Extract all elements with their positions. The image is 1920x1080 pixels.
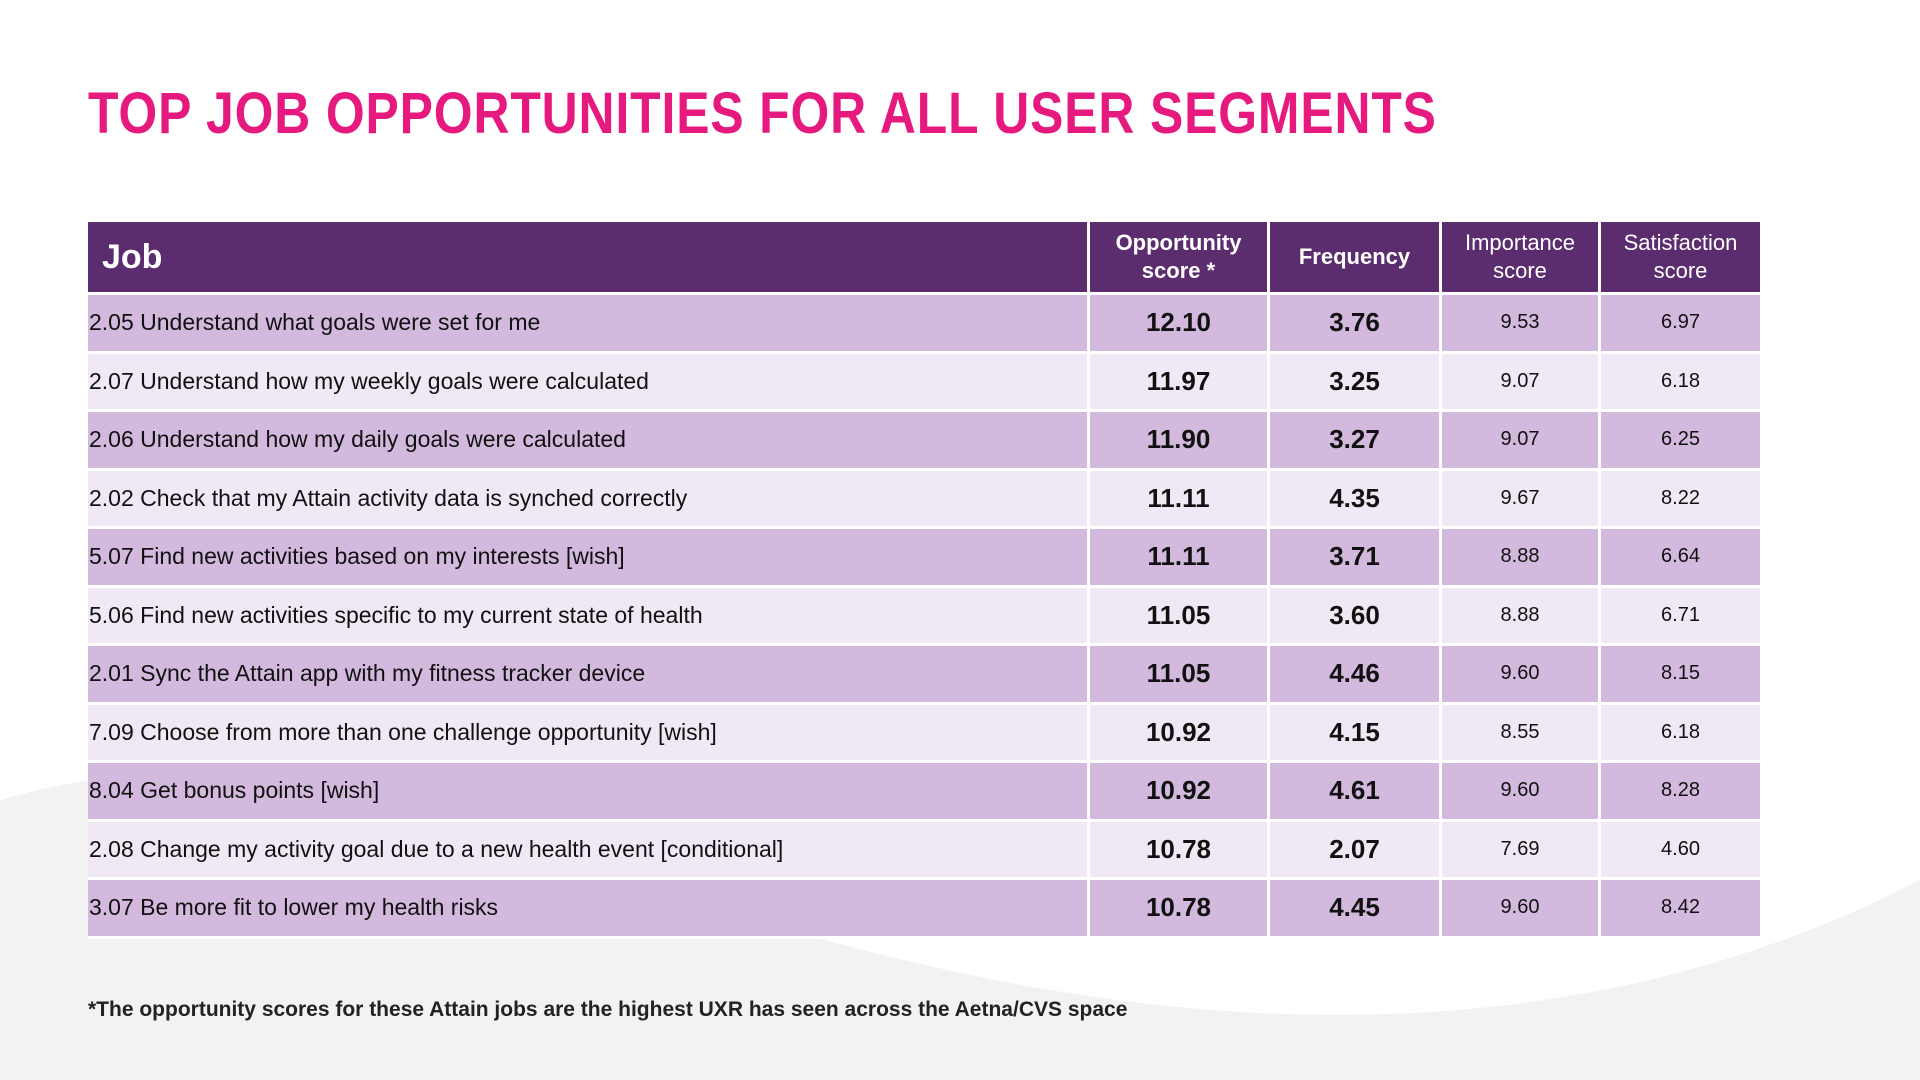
- importance-score-cell: 9.60: [1442, 646, 1601, 705]
- job-cell: 2.06 Understand how my daily goals were …: [88, 412, 1090, 471]
- table-row: 5.06 Find new activities specific to my …: [88, 587, 1760, 646]
- satisfaction-score-cell: 8.28: [1601, 763, 1760, 822]
- satisfaction-score-cell: 8.42: [1601, 880, 1760, 939]
- opportunity-score-cell: 12.10: [1090, 295, 1270, 354]
- opportunity-score-cell: 11.05: [1090, 646, 1270, 705]
- frequency-cell: 3.25: [1270, 353, 1442, 412]
- opportunity-score-cell: 10.92: [1090, 704, 1270, 763]
- satisfaction-score-cell: 6.71: [1601, 587, 1760, 646]
- table-row: 2.06 Understand how my daily goals were …: [88, 412, 1760, 471]
- frequency-cell: 3.76: [1270, 295, 1442, 354]
- satisfaction-score-cell: 8.22: [1601, 470, 1760, 529]
- job-opportunity-table: Job Opportunity score * Frequency Importa…: [88, 222, 1760, 939]
- opportunity-score-cell: 10.92: [1090, 763, 1270, 822]
- table-row: 2.01 Sync the Attain app with my fitness…: [88, 646, 1760, 705]
- job-cell: 2.05 Understand what goals were set for …: [88, 295, 1090, 354]
- footnote: *The opportunity scores for these Attain…: [88, 998, 1128, 1021]
- header-opportunity-score: Opportunity score *: [1090, 222, 1270, 295]
- frequency-cell: 3.71: [1270, 529, 1442, 588]
- satisfaction-score-cell: 6.18: [1601, 704, 1760, 763]
- frequency-cell: 4.45: [1270, 880, 1442, 939]
- table-row: 2.05 Understand what goals were set for …: [88, 295, 1760, 354]
- importance-score-cell: 9.07: [1442, 353, 1601, 412]
- opportunity-score-cell: 11.05: [1090, 587, 1270, 646]
- frequency-cell: 4.61: [1270, 763, 1442, 822]
- importance-score-cell: 8.88: [1442, 587, 1601, 646]
- job-cell: 3.07 Be more fit to lower my health risk…: [88, 880, 1090, 939]
- importance-score-cell: 9.07: [1442, 412, 1601, 471]
- frequency-cell: 4.46: [1270, 646, 1442, 705]
- header-satisfaction-score: Satisfaction score: [1601, 222, 1760, 295]
- table-row: 3.07 Be more fit to lower my health risk…: [88, 880, 1760, 939]
- satisfaction-score-cell: 6.18: [1601, 353, 1760, 412]
- job-cell: 2.07 Understand how my weekly goals were…: [88, 353, 1090, 412]
- satisfaction-score-cell: 8.15: [1601, 646, 1760, 705]
- slide-title: TOP JOB OPPORTUNITIES FOR ALL USER SEGME…: [88, 81, 1437, 146]
- opportunity-score-cell: 11.90: [1090, 412, 1270, 471]
- satisfaction-score-cell: 6.25: [1601, 412, 1760, 471]
- job-cell: 7.09 Choose from more than one challenge…: [88, 704, 1090, 763]
- job-cell: 2.02 Check that my Attain activity data …: [88, 470, 1090, 529]
- job-cell: 2.01 Sync the Attain app with my fitness…: [88, 646, 1090, 705]
- satisfaction-score-cell: 6.64: [1601, 529, 1760, 588]
- importance-score-cell: 8.88: [1442, 529, 1601, 588]
- job-cell: 8.04 Get bonus points [wish]: [88, 763, 1090, 822]
- frequency-cell: 3.27: [1270, 412, 1442, 471]
- job-cell: 5.07 Find new activities based on my int…: [88, 529, 1090, 588]
- table-row: 5.07 Find new activities based on my int…: [88, 529, 1760, 588]
- table-row: 2.08 Change my activity goal due to a ne…: [88, 821, 1760, 880]
- frequency-cell: 4.15: [1270, 704, 1442, 763]
- satisfaction-score-cell: 6.97: [1601, 295, 1760, 354]
- importance-score-cell: 7.69: [1442, 821, 1601, 880]
- frequency-cell: 4.35: [1270, 470, 1442, 529]
- importance-score-cell: 9.60: [1442, 880, 1601, 939]
- importance-score-cell: 9.67: [1442, 470, 1601, 529]
- opportunity-score-cell: 10.78: [1090, 880, 1270, 939]
- table-row: 2.02 Check that my Attain activity data …: [88, 470, 1760, 529]
- frequency-cell: 3.60: [1270, 587, 1442, 646]
- satisfaction-score-cell: 4.60: [1601, 821, 1760, 880]
- importance-score-cell: 9.53: [1442, 295, 1601, 354]
- opportunity-score-cell: 11.97: [1090, 353, 1270, 412]
- header-job: Job: [88, 222, 1090, 295]
- table-row: 8.04 Get bonus points [wish] 10.92 4.61 …: [88, 763, 1760, 822]
- header-importance-score: Importance score: [1442, 222, 1601, 295]
- importance-score-cell: 9.60: [1442, 763, 1601, 822]
- opportunity-score-cell: 11.11: [1090, 529, 1270, 588]
- header-frequency: Frequency: [1270, 222, 1442, 295]
- job-cell: 5.06 Find new activities specific to my …: [88, 587, 1090, 646]
- importance-score-cell: 8.55: [1442, 704, 1601, 763]
- opportunity-score-cell: 11.11: [1090, 470, 1270, 529]
- job-cell: 2.08 Change my activity goal due to a ne…: [88, 821, 1090, 880]
- table-row: 2.07 Understand how my weekly goals were…: [88, 353, 1760, 412]
- table-row: 7.09 Choose from more than one challenge…: [88, 704, 1760, 763]
- table-header-row: Job Opportunity score * Frequency Importa…: [88, 222, 1760, 295]
- frequency-cell: 2.07: [1270, 821, 1442, 880]
- opportunity-score-cell: 10.78: [1090, 821, 1270, 880]
